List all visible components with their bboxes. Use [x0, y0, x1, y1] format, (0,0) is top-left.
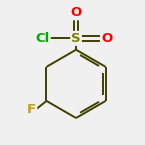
Text: F: F [27, 103, 36, 116]
Text: O: O [70, 6, 82, 19]
Text: S: S [71, 32, 81, 45]
Text: Cl: Cl [36, 32, 50, 45]
Text: O: O [101, 32, 112, 45]
